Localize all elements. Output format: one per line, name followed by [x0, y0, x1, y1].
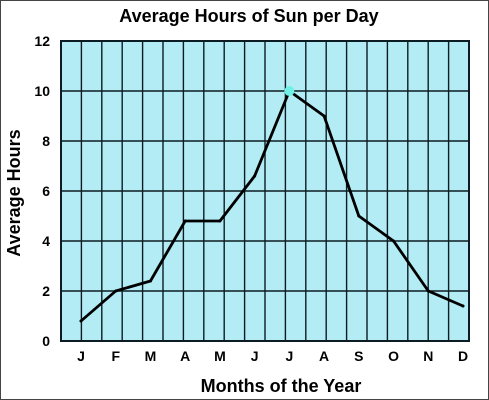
data-point	[218, 219, 222, 223]
y-axis-label: Average Hours	[4, 129, 24, 256]
x-tick-label: N	[423, 348, 433, 364]
data-point	[148, 279, 152, 283]
x-tick-label: J	[77, 348, 85, 364]
y-tick-label: 4	[42, 233, 50, 249]
x-tick-label: F	[111, 348, 120, 364]
x-tick-label: J	[285, 348, 293, 364]
data-point	[183, 219, 187, 223]
data-point	[357, 214, 361, 218]
plot-border	[60, 40, 470, 342]
x-axis-label: Months of the Year	[201, 376, 362, 396]
y-tick-label: 2	[42, 283, 50, 299]
x-tick-label: A	[319, 348, 329, 364]
y-tick-label: 10	[34, 83, 50, 99]
data-point	[322, 114, 326, 118]
data-point	[79, 319, 83, 323]
x-tick-label: J	[251, 348, 259, 364]
x-tick-label: S	[354, 348, 363, 364]
y-tick-label: 6	[42, 183, 50, 199]
y-tick-label: 0	[42, 333, 50, 349]
highlighted-data-point	[284, 86, 295, 96]
x-tick-label: D	[458, 348, 468, 364]
data-point	[114, 289, 118, 293]
y-tick-labels: 0 2 4 6 8 10 12	[34, 33, 50, 349]
x-tick-label: M	[214, 348, 226, 364]
plot-area	[60, 40, 470, 342]
y-tick-label: 8	[42, 133, 50, 149]
x-tick-label: A	[180, 348, 190, 364]
data-point	[392, 239, 396, 243]
data-point	[253, 174, 257, 178]
data-point	[426, 289, 430, 293]
x-tick-label: O	[388, 348, 399, 364]
series-line	[79, 89, 465, 323]
y-tick-label: 12	[34, 33, 50, 49]
data-point	[461, 304, 465, 308]
x-tick-label: M	[145, 348, 157, 364]
data-points	[79, 86, 465, 323]
chart-title: Average Hours of Sun per Day	[119, 6, 378, 26]
